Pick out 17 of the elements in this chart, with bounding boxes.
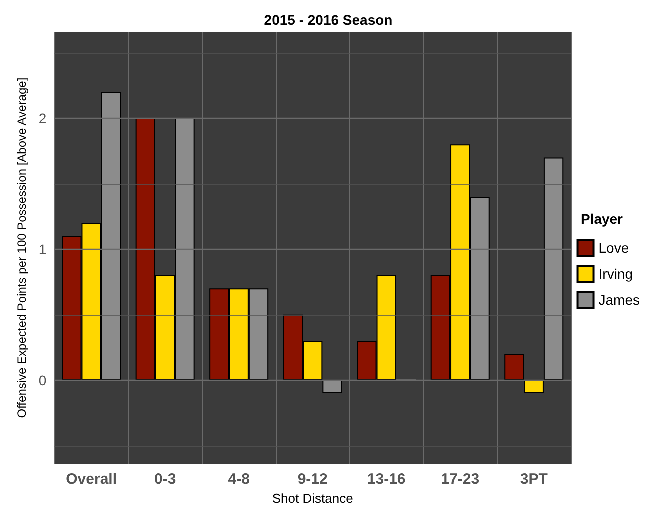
x-tick-label: Overall (66, 471, 118, 488)
chart-title: 2015 - 2016 Season (264, 12, 393, 28)
legend-title: Player (580, 211, 624, 227)
legend-label: Irving (598, 266, 633, 282)
y-tick-label: 1 (38, 241, 47, 258)
y-tick-label: 2 (38, 110, 47, 126)
legend-label: Love (598, 240, 630, 256)
x-axis-title: Shot Distance (272, 491, 354, 506)
x-tick-label: 4-8 (228, 471, 250, 488)
y-axis-title: Offensive Expected Points per 100 Possession [Above Average] (15, 78, 29, 418)
x-tick-label: 3PT (520, 471, 548, 488)
legend-label: James (598, 292, 640, 308)
x-tick-label: 9-12 (298, 471, 328, 488)
y-tick-label: 0 (38, 372, 47, 388)
x-tick-label: 13-16 (367, 471, 406, 488)
x-tick-label: 17-23 (441, 471, 480, 488)
x-tick-label: 0-3 (154, 471, 176, 488)
